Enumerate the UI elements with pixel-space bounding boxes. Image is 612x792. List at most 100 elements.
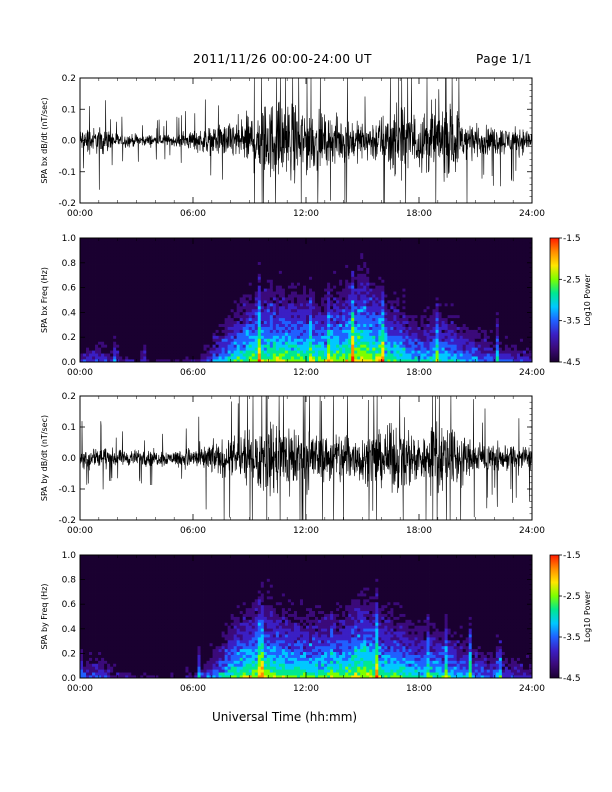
heat-cell xyxy=(167,338,171,342)
heat-cell xyxy=(131,320,135,325)
heat-cell xyxy=(336,291,340,295)
heat-cell xyxy=(206,267,210,271)
heat-cell xyxy=(342,279,346,283)
heat-cell xyxy=(101,353,105,357)
heat-cell xyxy=(281,294,286,298)
heat-cell xyxy=(155,261,159,265)
heat-cell xyxy=(390,273,394,277)
heat-cell xyxy=(423,255,427,260)
heat-cell xyxy=(351,288,355,292)
heat-cell xyxy=(302,335,307,339)
heat-cell xyxy=(342,335,346,339)
heat-cell xyxy=(269,314,274,319)
heat-cell xyxy=(92,335,96,339)
heat-cell xyxy=(185,288,189,292)
heat-cell xyxy=(342,338,346,342)
heat-cell xyxy=(110,261,114,265)
heat-cell xyxy=(197,291,201,295)
heat-cell xyxy=(369,297,373,301)
heat-cell xyxy=(281,240,286,245)
heat-cell xyxy=(321,243,325,248)
heat-cell xyxy=(272,344,277,348)
heat-cell xyxy=(95,305,99,310)
heat-cell xyxy=(342,347,346,351)
heat-cell xyxy=(188,276,192,280)
heat-cell xyxy=(236,350,241,354)
heat-cell xyxy=(233,329,238,333)
heat-cell xyxy=(245,249,250,254)
heat-cell xyxy=(284,276,289,280)
heat-cell xyxy=(417,317,421,322)
heat-cell xyxy=(212,356,216,360)
heat-cell xyxy=(239,302,244,307)
heat-cell xyxy=(164,347,168,351)
heat-cell xyxy=(188,288,192,292)
x-tick-label: 18:00 xyxy=(406,209,432,219)
heat-cell xyxy=(284,282,289,286)
heat-cell xyxy=(257,258,262,263)
heat-cell xyxy=(83,341,87,345)
heat-cell xyxy=(299,282,304,286)
heat-cell xyxy=(324,300,328,304)
heat-cell xyxy=(113,314,117,319)
heat-cell xyxy=(402,308,406,313)
heat-cell xyxy=(215,323,220,327)
heat-cell xyxy=(266,297,271,301)
heat-cell xyxy=(161,252,165,257)
heat-cell xyxy=(414,359,418,362)
heat-cell xyxy=(417,332,421,336)
heat-cell xyxy=(86,240,90,245)
heat-cell xyxy=(330,276,334,280)
heat-cell xyxy=(89,276,93,280)
heat-cell xyxy=(80,279,84,283)
heat-cell xyxy=(197,243,201,248)
heat-cell xyxy=(281,279,286,283)
heat-cell xyxy=(137,270,141,274)
heat-cell xyxy=(170,297,174,301)
heat-cell xyxy=(420,305,424,310)
heat-cell xyxy=(306,255,310,260)
heat-cell xyxy=(269,246,274,251)
heat-cell xyxy=(251,267,256,271)
heat-cell xyxy=(98,291,102,295)
heat-cell xyxy=(393,252,397,257)
heat-cell xyxy=(375,294,379,298)
heat-cell xyxy=(284,258,289,263)
heat-cell xyxy=(131,314,135,319)
heat-cell xyxy=(312,311,316,316)
heat-cell xyxy=(309,273,313,277)
heat-cell xyxy=(272,335,277,339)
heat-cell xyxy=(366,341,370,345)
heat-cell xyxy=(260,353,265,357)
heat-cell xyxy=(405,261,409,265)
heat-cell xyxy=(200,258,204,263)
heat-cell xyxy=(149,246,153,251)
heat-cell xyxy=(426,314,430,319)
heat-cell xyxy=(113,320,117,325)
heat-cell xyxy=(318,264,322,268)
heat-cell xyxy=(357,341,361,345)
heat-cell xyxy=(134,276,138,280)
heat-cell xyxy=(324,308,328,313)
heat-cell xyxy=(293,285,298,289)
heat-cell xyxy=(206,273,210,277)
heat-cell xyxy=(104,356,108,360)
heat-cell xyxy=(221,314,226,319)
heat-cell xyxy=(248,350,253,354)
heat-cell xyxy=(348,255,352,260)
heat-cell xyxy=(227,300,232,304)
heat-cell xyxy=(342,246,346,251)
signal-trace xyxy=(80,78,532,203)
heat-cell xyxy=(269,350,274,354)
heat-cell xyxy=(194,252,198,257)
heat-cell xyxy=(345,353,349,357)
heat-cell xyxy=(185,317,189,322)
heat-cell xyxy=(390,344,394,348)
heat-cell xyxy=(414,288,418,292)
heat-cell xyxy=(333,264,337,268)
heat-cell xyxy=(390,291,394,295)
heat-cell xyxy=(396,323,400,327)
heat-cell xyxy=(215,249,220,254)
heat-cell xyxy=(263,264,268,268)
heat-cell xyxy=(137,314,141,319)
